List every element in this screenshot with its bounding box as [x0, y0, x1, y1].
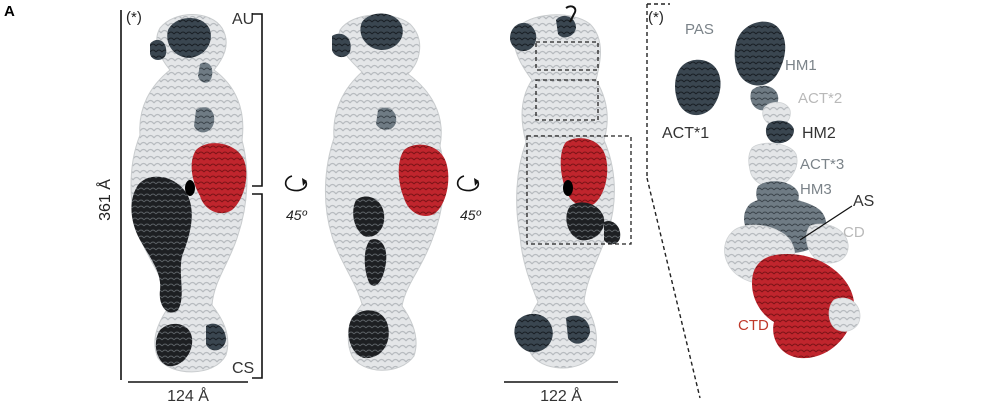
cs-dark-domain: [348, 310, 389, 359]
cs-dark-domain: [514, 313, 553, 353]
cs-dark-domain-2: [566, 315, 590, 344]
au-bracket: [252, 13, 263, 187]
cd-label: CD: [843, 224, 865, 241]
cs-label: CS: [232, 360, 254, 377]
dark-subunit-mass-lower: [364, 239, 387, 286]
ctd-lower-lobe: [828, 297, 861, 332]
rotation-indicator-2: 45º: [456, 175, 482, 223]
hm1-label: HM1: [785, 57, 817, 74]
pas-domain: [734, 21, 786, 86]
light-subunit-mass: [324, 14, 445, 371]
structure-view-1: (*) AU CS 361 Å 124 Å: [95, 9, 263, 405]
region-marker-asterisk: (*): [126, 9, 142, 26]
as-pointer-line: [799, 205, 853, 241]
act3-label: ACT*3: [800, 156, 844, 173]
slate-mid: [198, 62, 213, 83]
symmetry-axis-oval: [185, 180, 195, 196]
cs-dark-domain: [155, 323, 193, 367]
as-label: AS: [853, 193, 874, 210]
selection-box-top: [535, 41, 599, 71]
dark-subunit-mass: [353, 196, 385, 237]
act2-label: ACT*2: [798, 90, 842, 107]
structure-view-2: [324, 13, 449, 371]
rotate-arrow-icon: [284, 175, 308, 192]
act-domain-top: [332, 33, 351, 58]
hm-helices-upper: [194, 107, 215, 133]
pas-domain-top: [510, 22, 537, 52]
ctd-domain: [191, 143, 247, 214]
slate-mid: [376, 107, 397, 130]
width-label: 122 Å: [540, 386, 582, 405]
rotation-angle-label: 45º: [286, 207, 308, 223]
height-label: 361 Å: [95, 179, 114, 221]
detail-view: (*) PAS HM1 ACT*2 ACT*1 HM2 ACT*3 HM3 AS: [648, 9, 874, 359]
act1-label: ACT*1: [662, 125, 709, 142]
act-domain-top: [150, 39, 167, 60]
dark-subunit-mass: [566, 202, 605, 241]
width-label: 124 Å: [167, 386, 209, 405]
au-label: AU: [232, 11, 254, 28]
detail-marker-asterisk: (*): [648, 9, 664, 26]
panel-label: A: [4, 3, 15, 20]
rotation-angle-label: 45º: [460, 207, 482, 223]
hm2-helix: [765, 120, 794, 144]
structure-view-3: 122 Å: [504, 5, 632, 405]
symmetry-axis-oval: [563, 180, 573, 196]
selection-box-middle: [535, 79, 599, 121]
selection-box-bottom: [526, 135, 632, 245]
cd-domain-right: [806, 223, 849, 264]
pas-label: PAS: [685, 21, 714, 38]
hm2-label: HM2: [802, 125, 836, 142]
hm3-label: HM3: [800, 181, 832, 198]
act3-domain: [748, 142, 798, 188]
dark-subunit-mass-right: [604, 220, 621, 245]
rotation-indicator-1: 45º: [284, 175, 308, 223]
ctd-domain: [398, 144, 449, 217]
pas-domain-top: [360, 13, 403, 51]
ctd-domain: [752, 253, 855, 359]
rotate-arrow-icon: [456, 175, 480, 192]
ctd-label: CTD: [738, 317, 769, 334]
top-black-curl: [565, 5, 577, 23]
pas-domain-top: [167, 18, 211, 58]
cs-dark-domain-2: [206, 323, 226, 351]
zoom-connector-diagonal: [646, 177, 701, 399]
dark-subunit-mass: [131, 176, 192, 313]
cs-bracket: [252, 193, 263, 379]
act1-domain: [675, 59, 721, 116]
